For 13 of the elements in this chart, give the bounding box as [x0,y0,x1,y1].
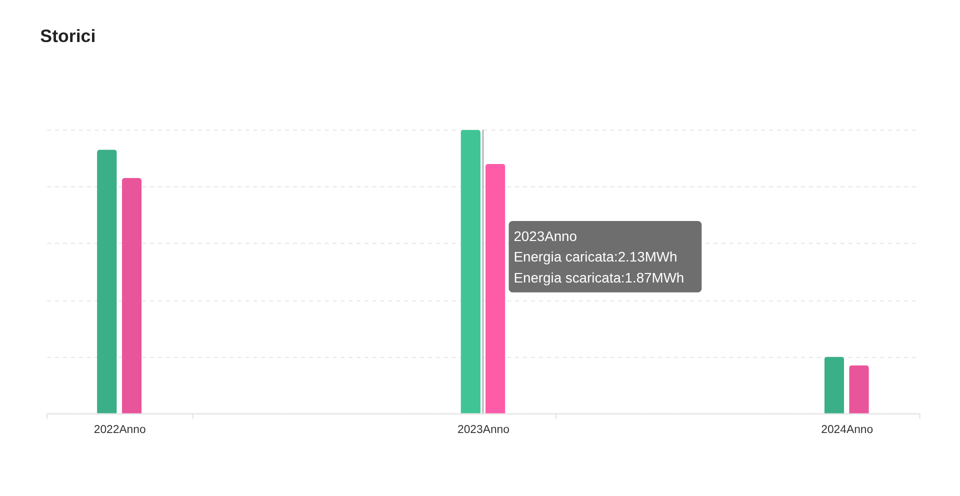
bar [485,164,506,414]
bar [122,178,142,414]
annotation: Energia caricata:2.13MWh [514,248,678,265]
annotation: 2023Anno [514,228,578,244]
x-tick-label: 2022Anno [94,424,146,436]
bar [460,130,480,414]
x-tick-label: 2023Anno [457,424,510,436]
bar [824,356,844,414]
bar [849,365,869,414]
bar [97,150,117,414]
annotation: Energia scaricata:1.87MWh [514,270,684,286]
x-tick-label: 2024Anno [821,424,874,436]
chart-title: Storici [40,26,96,46]
